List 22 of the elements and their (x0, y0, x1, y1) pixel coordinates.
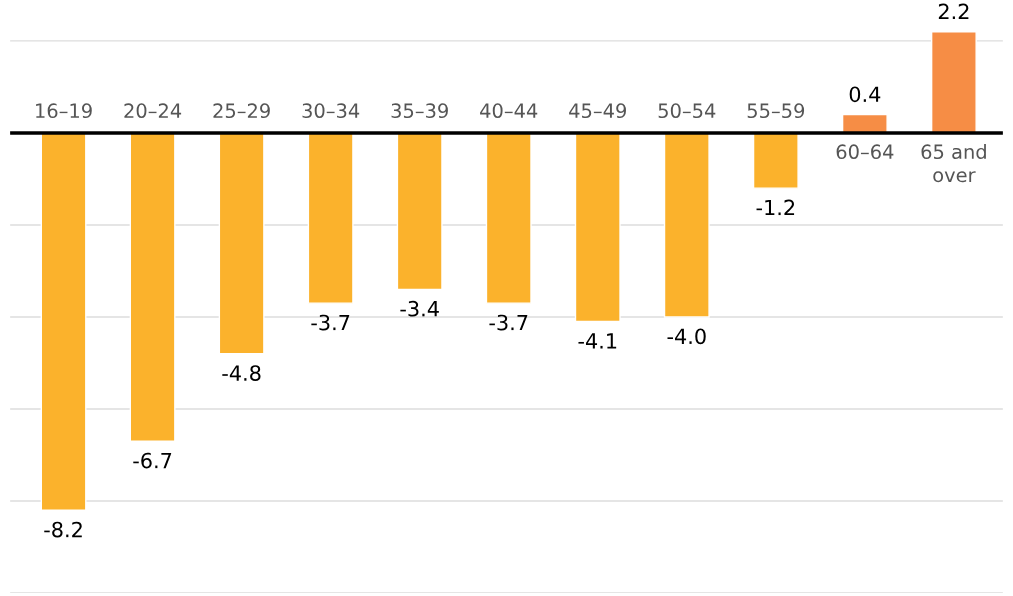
x-tick-label: 20–24 (124, 103, 182, 119)
data-label: -3.7 (489, 314, 528, 331)
data-label: 0.4 (849, 86, 881, 103)
data-label: -3.4 (400, 300, 439, 317)
x-tick-label: 25–29 (213, 103, 270, 119)
data-label: -4.0 (667, 328, 706, 345)
x-tick-label: 45–49 (569, 103, 626, 119)
data-label: -4.1 (578, 333, 617, 349)
x-tick-label: 35–39 (391, 103, 448, 119)
x-tick-label: 40–44 (480, 103, 538, 119)
data-label: 2.2 (938, 3, 969, 20)
x-tick-label: 30–34 (302, 103, 360, 119)
x-tick-label: 65 and over (921, 144, 986, 183)
data-label: -6.7 (133, 452, 172, 469)
data-label: -1.2 (756, 199, 795, 216)
data-label: -3.7 (311, 314, 350, 331)
data-label: -4.8 (222, 365, 261, 381)
x-tick-label: 50–54 (658, 103, 716, 119)
x-tick-label: 60–64 (836, 144, 894, 160)
data-label: -8.2 (44, 521, 82, 538)
x-tick-label: 55–59 (747, 103, 805, 119)
x-tick-label: 16–19 (36, 103, 92, 119)
